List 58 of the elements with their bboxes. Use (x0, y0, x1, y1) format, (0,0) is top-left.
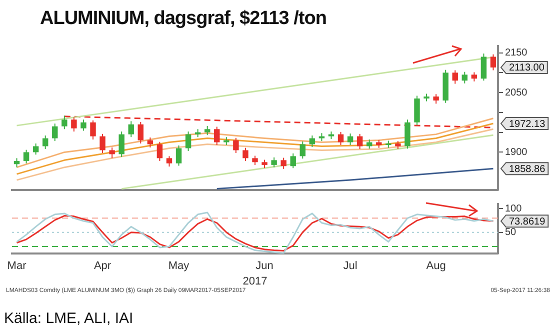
x-tick-label: Mar (7, 260, 27, 272)
candlestick (176, 144, 182, 166)
data-label: 73.8619 (509, 216, 546, 228)
candlestick (42, 135, 48, 150)
y-tick-label: 2150 (505, 48, 528, 59)
chart-title: ALUMINIUM, dagsgraf, $2113 /ton (40, 8, 326, 30)
candlestick (242, 147, 248, 162)
candlestick (166, 156, 172, 168)
candlestick (471, 72, 478, 82)
candlestick (404, 119, 410, 150)
candlestick (71, 116, 77, 132)
x-axis-title: 2017 (242, 275, 268, 288)
candlestick (185, 131, 192, 152)
y-tick-label: 100 (505, 203, 522, 214)
y-tick-label: 50 (505, 227, 517, 238)
candlestick (52, 123, 58, 142)
candlestick (214, 126, 220, 146)
candlestick (309, 135, 316, 148)
candlestick (490, 54, 496, 71)
candlestick (280, 157, 286, 170)
x-tick-label: Apr (94, 260, 112, 272)
candlestick (338, 131, 344, 146)
candlestick (32, 142, 39, 156)
y-tick-label: 1900 (505, 146, 528, 158)
candlestick (147, 136, 154, 148)
candlestick (138, 121, 144, 144)
candlestick (100, 133, 106, 154)
candlestick (300, 140, 306, 160)
candlestick (290, 152, 296, 169)
candlestick (90, 120, 96, 140)
candlestick (62, 115, 68, 130)
candlestick (414, 95, 420, 126)
candlestick (480, 53, 487, 82)
y-tick-label: 2050 (505, 87, 528, 98)
candlestick (128, 120, 134, 138)
text: 2113.00 (509, 62, 544, 74)
candlestick (23, 149, 30, 164)
candlestick (347, 133, 354, 146)
candlestick (356, 133, 363, 150)
x-tick-label: Jun (256, 260, 274, 272)
candlestick (462, 71, 468, 84)
x-tick-label: Aug (426, 260, 446, 272)
candlestick (109, 146, 115, 159)
x-tick-label: Jul (343, 260, 358, 272)
candlestick (80, 119, 86, 132)
candlestick (433, 94, 439, 104)
candlestick (452, 70, 458, 84)
candlestick (252, 155, 258, 166)
data-label: 1858.86 (509, 164, 546, 175)
text: Källa: LME, ALI, IAI (4, 310, 134, 327)
data-label: 1972.13 (509, 118, 546, 130)
candlestick (233, 137, 239, 154)
candlestick (118, 131, 124, 158)
candlestick (156, 141, 163, 162)
candlestick (204, 125, 210, 136)
x-tick-label: May (168, 260, 190, 272)
candlestick (14, 158, 20, 168)
candlestick (271, 156, 277, 168)
